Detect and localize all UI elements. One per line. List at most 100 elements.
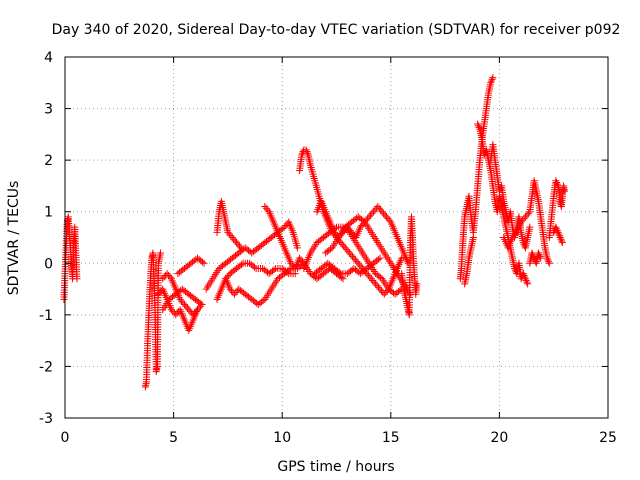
data-point bbox=[179, 299, 187, 307]
data-point bbox=[330, 228, 338, 236]
data-point bbox=[163, 270, 171, 278]
data-point bbox=[176, 295, 184, 303]
data-point bbox=[337, 273, 345, 281]
data-point bbox=[374, 255, 382, 263]
x-tick-label: 20 bbox=[490, 430, 508, 446]
data-point bbox=[544, 256, 552, 264]
data-point bbox=[178, 297, 186, 305]
data-point bbox=[369, 208, 377, 216]
data-point bbox=[296, 254, 304, 262]
data-point bbox=[398, 254, 406, 262]
data-point bbox=[192, 307, 200, 315]
data-point bbox=[378, 208, 386, 216]
data-point bbox=[520, 215, 528, 223]
data-point bbox=[537, 254, 545, 262]
data-point bbox=[227, 232, 235, 240]
data-point bbox=[304, 149, 312, 157]
data-point bbox=[230, 290, 238, 298]
chart-title: Day 340 of 2020, Sidereal Day-to-day VTE… bbox=[52, 22, 621, 38]
data-point bbox=[288, 261, 296, 269]
y-tick-label: 2 bbox=[44, 153, 53, 169]
data-point bbox=[474, 120, 482, 128]
data-point bbox=[189, 311, 197, 319]
data-point bbox=[373, 282, 381, 290]
data-point bbox=[552, 177, 560, 185]
data-point bbox=[233, 239, 241, 247]
data-point bbox=[346, 227, 354, 235]
data-point bbox=[384, 215, 392, 223]
data-point bbox=[557, 235, 565, 243]
data-point bbox=[356, 223, 364, 231]
y-tick-label: -2 bbox=[39, 359, 53, 375]
data-point bbox=[230, 235, 238, 243]
data-point bbox=[193, 306, 201, 314]
data-point bbox=[251, 263, 259, 271]
data-point bbox=[358, 221, 366, 229]
data-point bbox=[297, 256, 305, 264]
data-point bbox=[382, 213, 390, 221]
data-point bbox=[237, 261, 245, 269]
data-point bbox=[298, 151, 306, 159]
data-point bbox=[487, 79, 495, 87]
data-point bbox=[165, 271, 173, 279]
data-point bbox=[303, 148, 311, 156]
data-point bbox=[364, 271, 372, 279]
y-tick-label: -3 bbox=[39, 411, 53, 427]
data-point bbox=[510, 232, 518, 240]
data-point bbox=[382, 289, 390, 297]
data-point bbox=[261, 203, 269, 211]
x-tick-label: 10 bbox=[273, 430, 291, 446]
data-point bbox=[183, 304, 191, 312]
data-point bbox=[376, 285, 384, 293]
y-tick-label: 0 bbox=[44, 256, 53, 272]
data-point bbox=[157, 249, 165, 257]
data-point bbox=[198, 258, 206, 266]
data-point bbox=[282, 221, 290, 229]
data-point bbox=[377, 206, 385, 214]
data-point bbox=[545, 259, 553, 267]
x-axis-label: GPS time / hours bbox=[277, 459, 394, 475]
data-point bbox=[553, 227, 561, 235]
data-point bbox=[553, 225, 561, 233]
data-point bbox=[235, 242, 243, 250]
data-point bbox=[287, 259, 295, 267]
data-point bbox=[523, 278, 531, 286]
data-point bbox=[521, 273, 529, 281]
data-point bbox=[543, 254, 551, 262]
data-point bbox=[350, 254, 358, 262]
data-point bbox=[172, 311, 180, 319]
y-axis-label: SDTVAR / TECUs bbox=[6, 181, 22, 296]
data-point bbox=[475, 123, 483, 131]
data-point bbox=[166, 273, 174, 281]
data-point bbox=[302, 146, 310, 154]
data-point bbox=[508, 234, 516, 241]
data-point bbox=[173, 309, 181, 317]
data-point bbox=[364, 215, 372, 223]
data-point bbox=[337, 239, 345, 247]
data-point bbox=[552, 223, 560, 231]
data-point bbox=[231, 237, 239, 245]
data-point bbox=[367, 275, 375, 283]
data-point bbox=[369, 276, 377, 284]
data-point bbox=[224, 228, 232, 236]
data-point bbox=[381, 211, 389, 219]
data-point bbox=[558, 239, 566, 247]
data-point bbox=[375, 204, 383, 212]
data-point bbox=[293, 244, 301, 252]
data-point bbox=[556, 234, 564, 241]
data-point bbox=[370, 278, 378, 286]
data-point bbox=[374, 203, 382, 211]
data-point bbox=[519, 216, 527, 224]
data-point bbox=[167, 306, 175, 314]
data-point bbox=[553, 178, 561, 186]
data-point bbox=[521, 275, 529, 283]
data-point bbox=[545, 258, 553, 266]
x-tick-label: 5 bbox=[169, 430, 178, 446]
data-point bbox=[396, 286, 404, 294]
data-point bbox=[489, 74, 497, 82]
data-point bbox=[487, 77, 495, 85]
data-markers bbox=[60, 74, 569, 391]
data-point bbox=[385, 216, 393, 224]
data-point bbox=[154, 290, 162, 298]
data-point bbox=[234, 240, 242, 248]
